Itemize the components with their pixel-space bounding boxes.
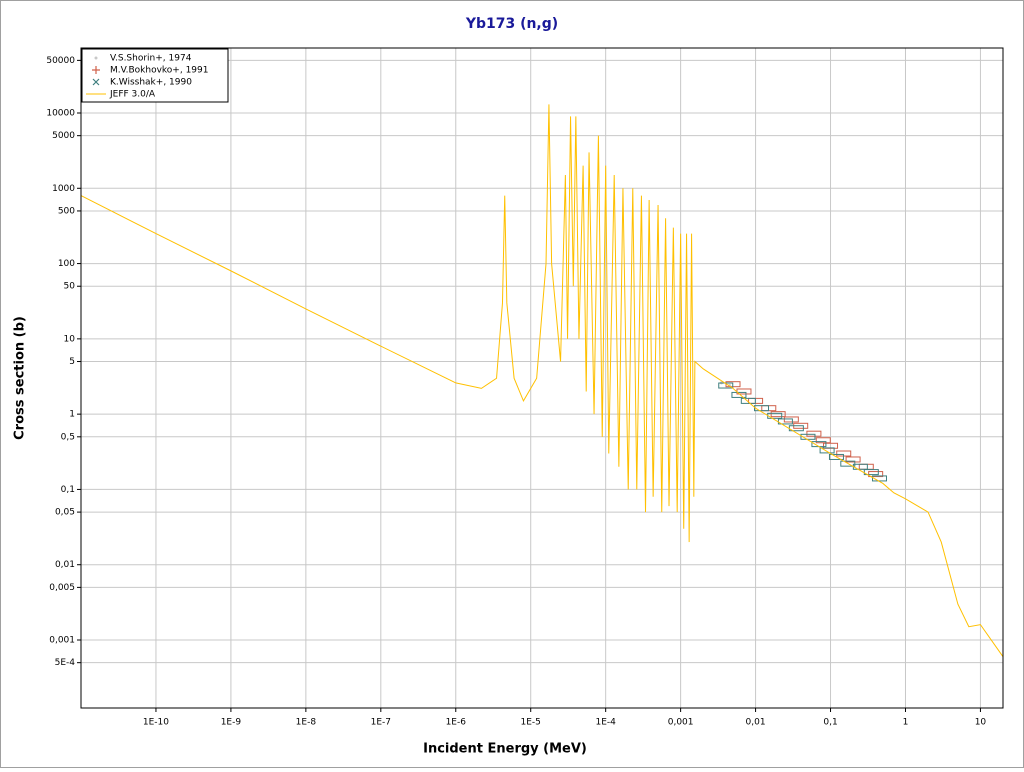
- y-tick-label: 1000: [52, 184, 75, 194]
- x-tick-label: 1E-5: [521, 718, 541, 728]
- data-box: [863, 469, 879, 476]
- x-tick-label: 1: [903, 718, 909, 728]
- x-tick-label: 0,01: [746, 718, 766, 728]
- x-axis-label: Incident Energy (MeV): [423, 742, 587, 757]
- x-tick-label: 10: [975, 718, 987, 728]
- y-tick-label: 50: [64, 282, 76, 292]
- data-box: [868, 471, 884, 478]
- y-tick-label: 0,001: [49, 636, 75, 646]
- x-tick-label: 0,1: [823, 718, 837, 728]
- x-tick-label: 1E-7: [371, 718, 391, 728]
- y-tick-label: 0,1: [61, 485, 75, 495]
- y-tick-label: 1: [69, 410, 75, 420]
- plot-border: [80, 47, 1004, 709]
- data-box: [806, 430, 822, 437]
- data-box: [871, 475, 887, 482]
- legend-box: [81, 48, 229, 103]
- y-axis-label: Cross section (b): [13, 316, 28, 440]
- legend-label: M.V.Bokhovko+, 1991: [110, 66, 208, 76]
- y-tick-label: 0,005: [49, 583, 75, 593]
- data-box: [783, 416, 799, 423]
- legend: V.S.Shorin+, 1974 M.V.Bokhovko+, 1991 K.Wi…: [81, 48, 229, 103]
- x-tick-label: 1E-4: [595, 718, 616, 728]
- legend-label: JEFF 3.0/A: [109, 90, 156, 100]
- y-tick-label: 10: [64, 334, 76, 344]
- plot-area: [81, 48, 1003, 708]
- data-point: [94, 56, 98, 60]
- marks: [80, 104, 1004, 657]
- legend-label: K.Wisshak+, 1990: [110, 78, 192, 88]
- grid: [81, 48, 1003, 708]
- y-tick-label: 0,05: [55, 508, 75, 518]
- x-tick-label: 0,001: [668, 718, 694, 728]
- data-box: [840, 460, 856, 467]
- data-box: [731, 391, 747, 398]
- data-box: [819, 447, 835, 454]
- x-tick-label: 1E-9: [221, 718, 242, 728]
- data-box: [828, 453, 844, 460]
- y-tick-label: 0,01: [55, 560, 75, 570]
- legend-label: V.S.Shorin+, 1974: [110, 54, 192, 64]
- data-box: [845, 456, 861, 463]
- data-box: [754, 405, 770, 412]
- y-tick-label: 500: [58, 206, 75, 216]
- y-tick-label: 5000: [52, 131, 75, 141]
- y-tick-label: 0,5: [61, 432, 75, 442]
- y-tick-label: 50000: [46, 56, 75, 66]
- data-box: [815, 437, 831, 444]
- ticks: 50000 10000 5000 1000 500 100 50 10 5 1 0,5 0,1 0,05…: [46, 56, 986, 728]
- data-box: [770, 411, 786, 418]
- data-point: [92, 78, 100, 86]
- data-line: [80, 104, 1004, 657]
- y-tick-label: 100: [58, 259, 75, 269]
- y-tick-label: 5: [69, 357, 75, 367]
- y-tick-label: 10000: [46, 108, 75, 118]
- x-tick-label: 1E-10: [143, 718, 169, 728]
- data-point: [92, 66, 100, 74]
- x-tick-label: 1E-6: [446, 718, 467, 728]
- x-tick-label: 1E-8: [296, 718, 317, 728]
- y-tick-label: 5E-4: [55, 658, 76, 668]
- chart-title: Yb173 (n,g): [465, 16, 558, 32]
- data-box: [740, 397, 756, 404]
